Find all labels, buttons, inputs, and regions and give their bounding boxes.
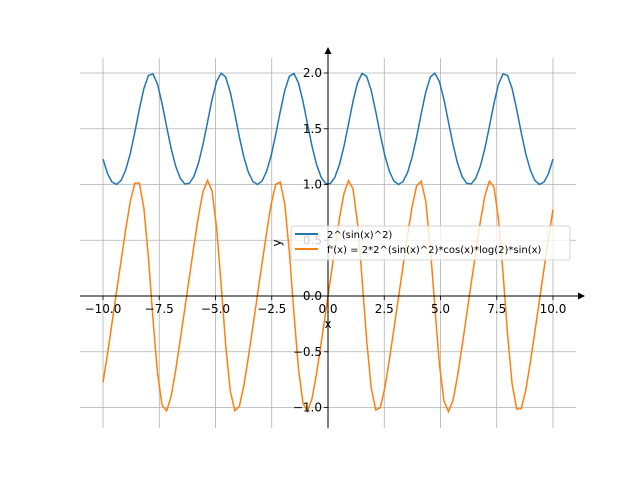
x-tick-label: 5.0 [431,302,450,316]
y-tick-label: 1.5 [303,122,322,136]
y-tick-label: 0.0 [303,289,322,303]
x-tick-label: −5.0 [201,302,230,316]
x-tick-label: 7.5 [487,302,506,316]
x-tick-label: −10.0 [85,302,122,316]
x-tick-label: 2.5 [375,302,394,316]
x-tick-label: −7.5 [145,302,174,316]
x-tick-label: −2.5 [257,302,286,316]
y-tick-label: 1.0 [303,178,322,192]
y-tick-label: −0.5 [293,345,322,359]
x-tick-label: 0.0 [318,302,337,316]
legend-label-1: f'(x) = 2*2^(sin(x)^2)*cos(x)*log(2)*sin… [327,245,542,256]
legend-label-0: 2^(sin(x)^2) [327,230,392,241]
y-axis-label: y [270,239,284,246]
y-axis-arrow-icon [324,47,332,54]
legend: 2^(sin(x)^2) f'(x) = 2*2^(sin(x)^2)*cos(… [290,225,571,261]
legend-frame [290,225,571,261]
y-tick-label: 2.0 [303,66,322,80]
x-axis-label: x [324,317,331,331]
y-tick-label: −1.0 [293,401,322,415]
x-tick-label: 10.0 [540,302,567,316]
x-axis-arrow-icon [578,292,585,300]
